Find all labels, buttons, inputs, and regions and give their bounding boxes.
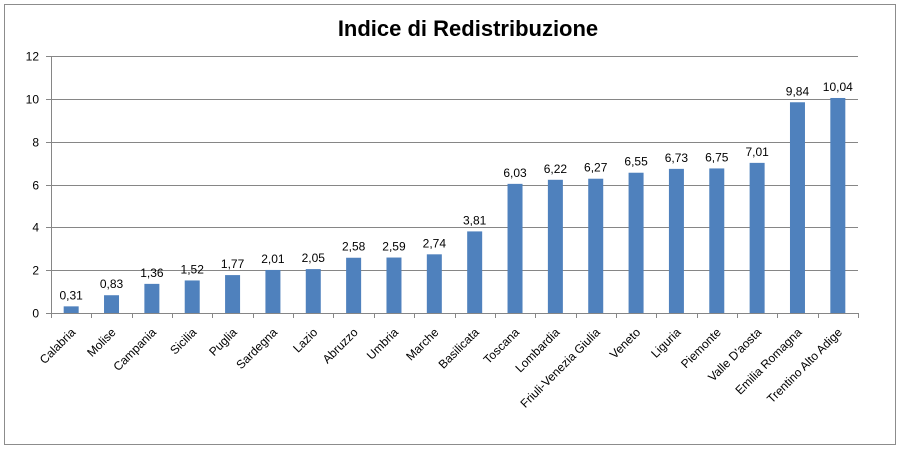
category-label: Basilicata	[436, 325, 482, 371]
data-label: 3,81	[463, 213, 487, 227]
data-label: 6,03	[503, 166, 527, 180]
data-labels: 0,31 0,83 1,36 1,52 1,77 2,01 2,05 2,58 2,59 2,74…	[59, 80, 853, 302]
bars	[63, 97, 846, 313]
data-label: 2,58	[342, 240, 366, 254]
category-label: Abruzzo	[320, 325, 361, 366]
bar	[144, 283, 160, 313]
category-label: Sicilia	[167, 325, 199, 357]
category-label: Friuli-Venezia Giulia	[517, 325, 603, 411]
data-label: 6,55	[624, 155, 648, 169]
bar	[386, 257, 402, 313]
bar	[63, 306, 79, 313]
data-label: 6,22	[544, 162, 568, 176]
bar	[346, 257, 362, 313]
y-tick-label: 10	[26, 93, 40, 107]
category-label: Marche	[403, 325, 441, 363]
bar	[668, 168, 684, 313]
bar	[426, 254, 442, 313]
data-label: 6,75	[705, 150, 729, 164]
bar	[184, 280, 200, 313]
data-label: 0,31	[59, 288, 83, 302]
y-tick-label: 4	[32, 221, 39, 235]
bar	[628, 172, 644, 313]
y-tick-label: 8	[32, 136, 39, 150]
y-tick-label: 2	[32, 264, 39, 278]
chart-title: Indice di Redistribuzione	[338, 16, 598, 41]
y-tick-label: 0	[32, 307, 39, 321]
data-label: 1,36	[140, 266, 164, 280]
bar	[789, 102, 805, 313]
gridlines	[51, 56, 858, 271]
data-label: 2,01	[261, 252, 285, 266]
data-label: 1,77	[221, 257, 245, 271]
data-label: 2,05	[302, 251, 326, 265]
bar	[507, 183, 523, 313]
bar	[830, 97, 846, 313]
y-tick-label: 12	[26, 50, 40, 64]
data-label: 2,74	[423, 236, 447, 250]
data-label: 1,52	[181, 262, 205, 276]
category-label: Liguria	[648, 325, 684, 361]
category-label: Lazio	[290, 325, 320, 355]
data-label: 7,01	[745, 145, 769, 159]
category-label: Umbria	[364, 325, 401, 362]
bar	[305, 269, 321, 313]
data-label: 6,73	[665, 151, 689, 165]
category-label: Trentino Alto Adige	[764, 325, 845, 406]
data-label: 10,04	[823, 80, 853, 94]
bar	[265, 269, 281, 313]
category-label: Campania	[110, 325, 159, 374]
category-label: Calabria	[37, 325, 79, 367]
category-label: Puglia	[206, 325, 240, 359]
category-label: Veneto	[607, 325, 644, 362]
bar	[709, 168, 725, 313]
y-axis: 0 2 4 6 8 10 12	[26, 50, 858, 321]
category-label: Sardegna	[233, 325, 280, 372]
bar	[547, 179, 563, 313]
bar	[467, 231, 483, 313]
data-label: 2,59	[382, 240, 406, 254]
data-label: 0,83	[100, 277, 124, 291]
data-label: 9,84	[786, 84, 810, 98]
bar	[749, 162, 765, 313]
bar	[588, 178, 604, 313]
bar	[225, 275, 241, 313]
category-label: Molise	[84, 325, 119, 360]
bar	[104, 295, 120, 313]
chart-frame	[4, 4, 896, 445]
data-label: 6,27	[584, 161, 608, 175]
y-tick-label: 6	[32, 179, 39, 193]
